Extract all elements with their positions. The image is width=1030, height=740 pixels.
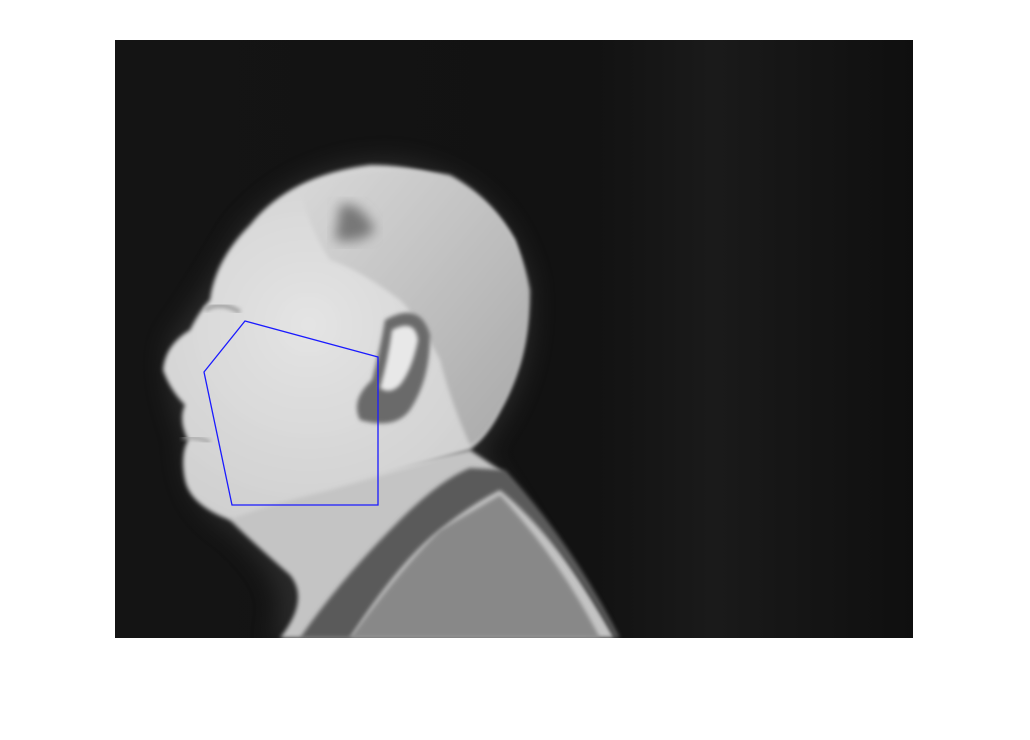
ear-inner (380, 325, 418, 391)
jacket (350, 495, 600, 638)
jacket-collar (300, 468, 620, 638)
region-outline (203, 320, 379, 506)
thermal-image (115, 40, 913, 638)
lip-shadow (181, 436, 211, 444)
eye-shadow (203, 303, 242, 314)
hair-shadow (335, 204, 375, 242)
